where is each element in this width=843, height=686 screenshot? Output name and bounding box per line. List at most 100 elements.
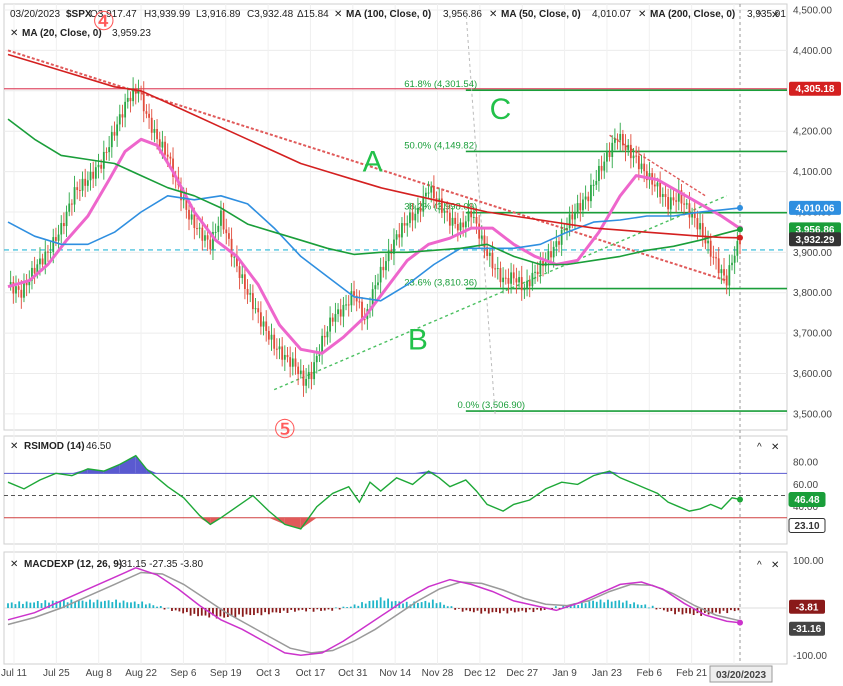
candle-body [488,252,491,256]
candle-body [315,356,318,363]
candle-body [47,251,49,253]
macd-histogram-bar [681,608,684,615]
candle-body [286,354,289,358]
macd-histogram-bar [450,606,453,608]
candle-body [110,132,113,148]
rsi-oversold-fill [268,517,285,525]
candle-body [113,132,116,136]
header-change: Δ15.84 [297,9,329,20]
price-axis-tick-label: 3,600.00 [793,369,832,380]
macd-histogram-bar [621,602,624,608]
price-tag-box [789,81,841,96]
candle-body [342,304,345,317]
candle-body [669,197,672,210]
candle-body [542,260,544,267]
candle-body [608,152,611,157]
macd-histogram-bar [349,606,352,608]
candle-body [486,247,489,256]
candle-body [691,213,693,218]
candle-body [318,354,321,357]
macd-histogram-bar [402,603,404,608]
macd-histogram-bar [446,606,449,608]
ma200-label: MA (200, Close, 0) [650,9,735,20]
header-low: L3,916.89 [196,9,241,20]
macd-histogram-bar [230,608,233,616]
candle-body [204,235,206,241]
candle-body [510,272,512,284]
macd-histogram-bar [662,608,665,611]
candle-body [377,282,379,286]
collapse-macd-button[interactable]: ^ [757,560,762,571]
ma20-close-button[interactable]: ✕ [10,28,18,39]
macd-histogram-bar [379,597,382,608]
candle-body [222,210,225,230]
price-axis-tick-label: 3,900.00 [793,248,832,259]
candle-body [132,88,135,102]
candle-body [220,210,222,226]
fibonacci-level-label: 50.0% (4,149.82) [404,140,477,151]
collapse-rsi-button[interactable]: ^ [757,442,762,453]
candle-body [680,190,683,204]
rsi-value: 46.50 [86,441,111,452]
candle-body [94,167,97,179]
candle-body [515,278,518,283]
price-tag-label: 4,010.06 [796,203,835,214]
macd-histogram-bar [74,601,76,608]
candle-body [603,161,606,171]
macd-histogram-bar [666,608,669,612]
candle-body [733,255,736,263]
macd-histogram-bar [588,601,591,608]
candle-body [313,362,316,380]
macd-histogram-bar [29,602,32,608]
close-macd-panel-button[interactable]: ✕ [771,560,779,571]
candle-body [717,258,720,274]
candle-body [161,141,164,148]
rsi-close-button[interactable]: ✕ [10,441,18,452]
macd-histogram-bar [305,608,308,612]
time-axis-tick-label: Feb 6 [637,668,663,679]
collapse-main-button[interactable]: ^ [757,10,762,21]
macd-histogram-bar [625,600,628,608]
time-axis-tick-label: Jul 25 [43,668,70,679]
candle-body [137,90,140,94]
close-main-button[interactable]: ✕ [771,10,779,21]
candle-body [198,227,201,229]
candle-body [382,266,385,271]
candle-body [100,164,103,169]
candle-body [212,231,214,250]
close-rsi-panel-button[interactable]: ✕ [771,442,779,453]
price-tag-box [789,200,841,215]
candle-body [528,280,531,287]
candle-body [281,346,284,360]
candle-body [36,264,39,274]
moving-average-line [7,195,741,302]
candle-body [17,286,20,290]
macd-histogram-bar [174,608,177,611]
macd-histogram-bar [59,601,62,608]
candle-body [39,258,41,265]
candle-body [246,288,249,295]
candle-body [180,185,182,201]
candle-body [68,203,71,212]
candle-body [387,249,390,262]
candle-body [275,348,278,350]
candle-body [206,235,209,240]
candle-body [121,114,124,118]
macd-histogram-bar [323,608,326,611]
macd-close-button[interactable]: ✕ [10,559,18,570]
candle-body [60,223,63,235]
macd-histogram-bar [212,608,214,616]
macd-histogram-bar [394,600,397,608]
macd-histogram-bar [152,605,155,608]
macd-histogram-bar [167,607,170,609]
macd-histogram-bar [85,601,88,608]
candle-body [624,145,627,150]
candle-body [73,187,76,205]
candle-body [409,212,411,224]
macd-histogram-bar [640,604,643,608]
rsi-tag-box [788,491,826,507]
macd-histogram-bar [584,603,587,608]
candle-body [677,190,680,202]
candle-body [326,331,329,338]
